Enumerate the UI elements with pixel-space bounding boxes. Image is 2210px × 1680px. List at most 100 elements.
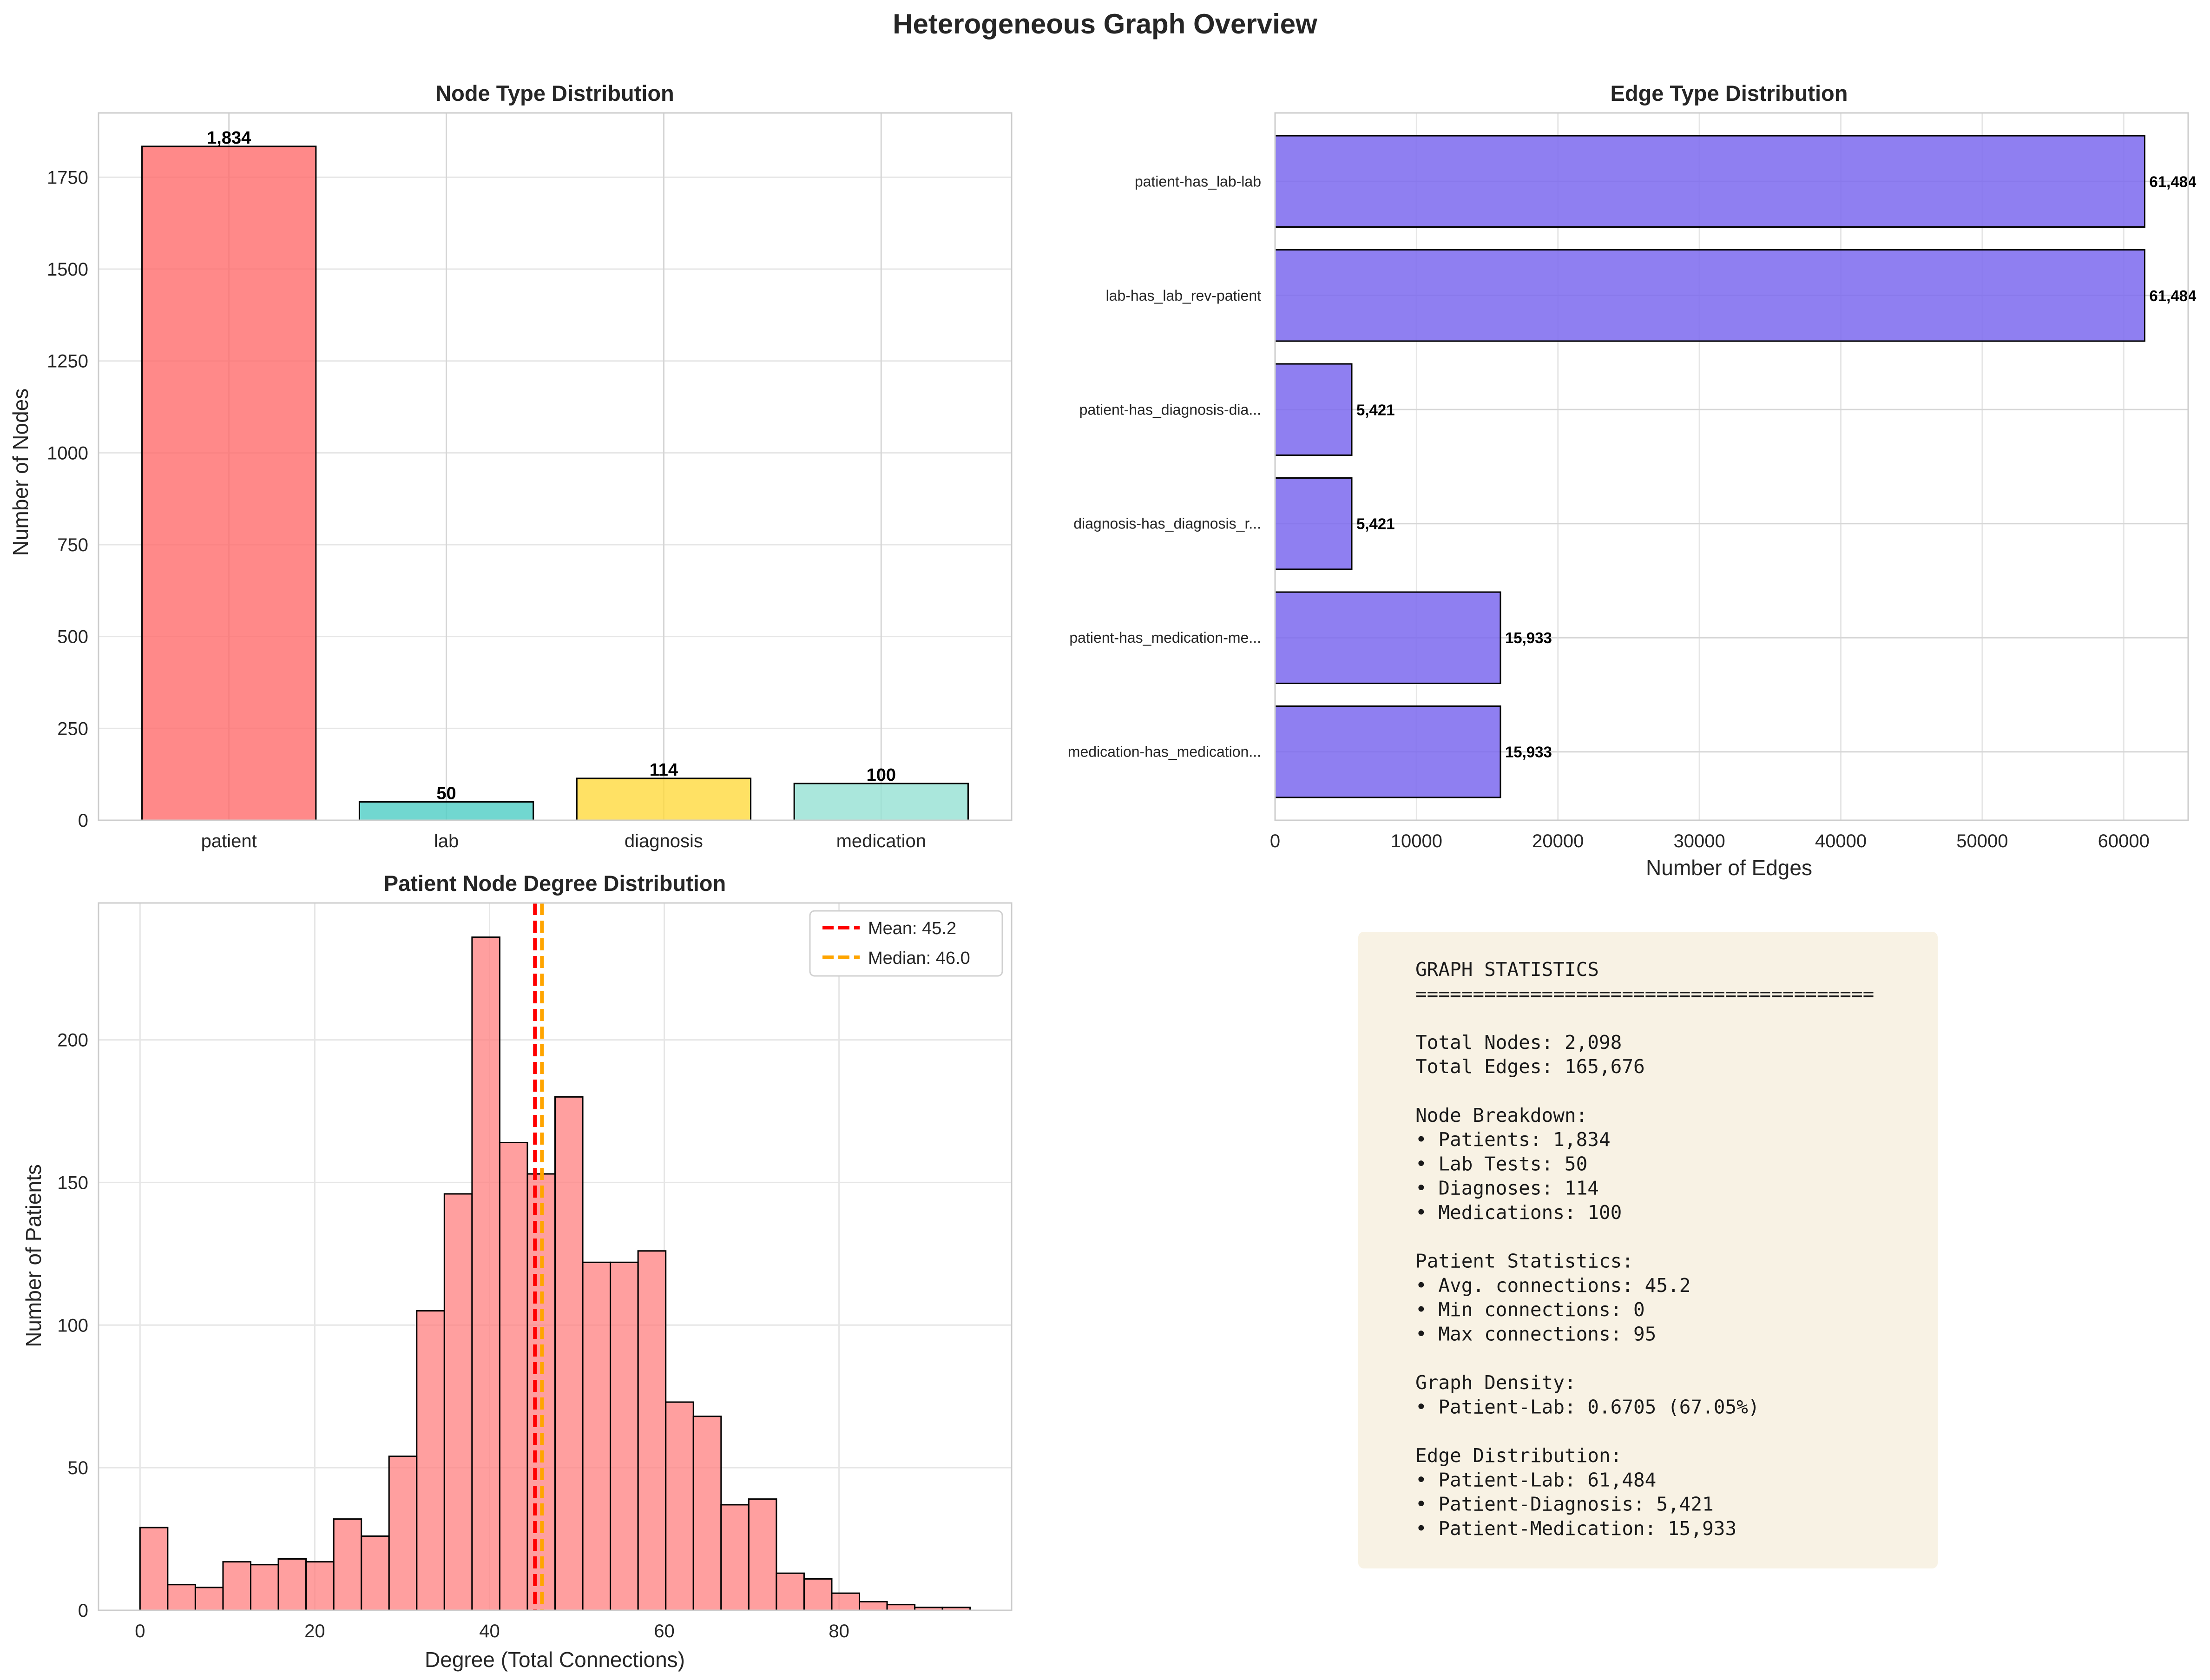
degree-histogram-title: Patient Node Degree Distribution (384, 871, 726, 896)
histogram-bin (416, 1310, 445, 1611)
x-tick-label: 60 (654, 1621, 675, 1641)
histogram-bin (720, 1504, 750, 1611)
x-tick-label: 50000 (1956, 831, 2008, 851)
x-tick-label: 20 (304, 1621, 325, 1641)
histogram-bin (776, 1572, 805, 1611)
graph-statistics-panel: GRAPH STATISTICS========================… (1358, 932, 1938, 1568)
statistics-line: • Lab Tests: 50 (1415, 1153, 1587, 1175)
statistics-line: • Patient-Lab: 0.6705 (67.05%) (1415, 1396, 1760, 1418)
histogram-bin (471, 936, 500, 1611)
histogram-bin (333, 1518, 362, 1611)
x-tick-label: lab (434, 831, 459, 851)
degree-histogram-legend: Mean: 45.2 Median: 46.0 (809, 910, 1003, 977)
histogram-bin (499, 1142, 528, 1611)
edge-bar (1274, 135, 2145, 228)
statistics-line: • Avg. connections: 45.2 (1415, 1274, 1690, 1297)
histogram-bin (637, 1250, 667, 1611)
histogram-bin (886, 1604, 916, 1611)
bar-value-label: 5,421 (1356, 515, 1395, 533)
degree-histogram-y-axis-label: Number of Patients (21, 1164, 46, 1347)
y-tick-label: 1750 (47, 167, 88, 188)
edge-type-bars (1274, 135, 2145, 798)
histogram-bin (388, 1456, 418, 1611)
edge-type-ticks: 0 10000 20000 30000 40000 50000 60000 patient-h… (1068, 173, 2150, 851)
bar-patient (141, 145, 317, 821)
histogram-bin (831, 1592, 861, 1611)
degree-histogram-reference-lines (533, 903, 544, 1610)
histogram-bin (582, 1261, 612, 1611)
x-tick-label: medication (836, 831, 926, 851)
node-type-chart: Node Type Distribution Number of Nodes 1… (8, 81, 1013, 851)
node-type-bars (141, 145, 969, 821)
bar-value-label: 100 (867, 765, 896, 785)
edge-type-value-labels: 61,484 61,484 5,421 5,421 15,933 15,933 (1356, 173, 2197, 760)
y-tick-label: 0 (78, 1601, 88, 1621)
x-tick-label: 60000 (2098, 831, 2150, 851)
x-tick-label: 40 (479, 1621, 500, 1641)
node-type-y-axis-label: Number of Nodes (8, 389, 33, 556)
histogram-bin (803, 1578, 833, 1611)
statistics-line: • Patient-Lab: 61,484 (1415, 1469, 1656, 1491)
histogram-bin (665, 1401, 694, 1611)
y-tick-label: 250 (57, 718, 88, 739)
y-tick-label: 200 (57, 1030, 88, 1051)
histogram-bin (250, 1564, 279, 1611)
histogram-bin (305, 1561, 335, 1611)
statistics-line: • Min connections: 0 (1415, 1298, 1645, 1321)
bar-diagnosis (576, 777, 752, 821)
histogram-bin (692, 1416, 722, 1611)
y-tick-label: 100 (57, 1315, 88, 1336)
statistics-line: Edge Distribution: (1415, 1444, 1622, 1467)
x-tick-label: 10000 (1391, 831, 1442, 851)
x-tick-label: diagnosis (625, 831, 703, 851)
y-tick-label: patient-has_medication-me... (1069, 629, 1261, 646)
bar-value-label: 61,484 (2149, 287, 2197, 304)
histogram-bin (859, 1601, 888, 1611)
y-tick-label: lab-has_lab_rev-patient (1106, 287, 1262, 304)
statistics-line: • Medications: 100 (1415, 1201, 1622, 1224)
edge-bar (1274, 363, 1353, 456)
y-tick-label: 1000 (47, 443, 88, 463)
statistics-line: Node Breakdown: (1415, 1104, 1587, 1127)
y-tick-label: medication-has_medication... (1068, 744, 1261, 760)
statistics-line: • Diagnoses: 114 (1415, 1177, 1599, 1199)
histogram-bin (554, 1096, 584, 1611)
x-tick-label: patient (201, 831, 257, 851)
degree-histogram-chart: Patient Node Degree Distribution Degree … (21, 871, 1013, 1672)
x-tick-label: 40000 (1815, 831, 1867, 851)
y-tick-label: diagnosis-has_diagnosis_r... (1073, 515, 1261, 532)
edge-type-x-axis-label: Number of Edges (1646, 856, 1812, 880)
bar-value-label: 1,834 (207, 128, 251, 148)
bar-medication (793, 783, 969, 821)
edge-type-chart: Edge Type Distribution Number of Edges 6… (1068, 81, 2197, 880)
y-tick-label: patient-has_diagnosis-dia... (1079, 401, 1261, 418)
y-tick-label: 150 (57, 1173, 88, 1193)
y-tick-label: 1250 (47, 351, 88, 372)
statistics-line: • Max connections: 95 (1415, 1323, 1656, 1345)
statistics-line: GRAPH STATISTICS (1415, 958, 1599, 981)
histogram-bin (610, 1261, 639, 1611)
statistics-line: • Patient-Medication: 15,933 (1415, 1517, 1736, 1540)
node-type-chart-title: Node Type Distribution (435, 81, 674, 105)
legend-mean-label: Mean: 45.2 (868, 919, 956, 938)
bar-value-label: 61,484 (2149, 173, 2197, 190)
y-tick-label: patient-has_lab-lab (1135, 173, 1261, 190)
x-tick-label: 0 (1270, 831, 1280, 851)
bar-lab (358, 801, 534, 821)
legend-median-label: Median: 46.0 (868, 949, 970, 968)
y-tick-label: 1500 (47, 259, 88, 280)
node-type-value-labels: 1,834 50 114 100 (207, 128, 896, 804)
statistics-text: GRAPH STATISTICS========================… (1415, 958, 1874, 1540)
histogram-bin (222, 1561, 252, 1611)
histogram-bin (139, 1527, 169, 1611)
bar-value-label: 15,933 (1505, 629, 1552, 646)
x-tick-label: 80 (829, 1621, 849, 1641)
histogram-bin (443, 1193, 473, 1611)
statistics-line: Total Nodes: 2,098 (1415, 1031, 1622, 1054)
node-type-plot-frame (98, 112, 1013, 821)
bar-value-label: 5,421 (1356, 401, 1395, 418)
y-tick-label: 0 (78, 810, 88, 831)
x-tick-label: 20000 (1532, 831, 1584, 851)
histogram-bin (748, 1498, 777, 1611)
